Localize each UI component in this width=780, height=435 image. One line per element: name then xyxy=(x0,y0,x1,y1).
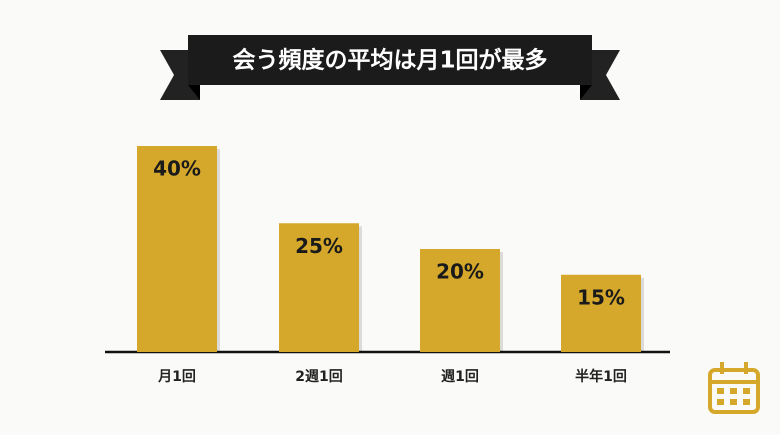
title-banner: 会う頻度の平均は月1回が最多 xyxy=(160,35,620,100)
ribbon-fold-right xyxy=(580,85,592,100)
bar xyxy=(137,146,217,352)
x-tick-label: 月1回 xyxy=(157,369,196,385)
value-label: 40% xyxy=(153,157,201,181)
value-label: 15% xyxy=(577,285,625,309)
x-tick-label: 半年1回 xyxy=(575,368,627,385)
x-tick-label: 週1回 xyxy=(441,369,479,385)
bar xyxy=(561,274,641,352)
ribbon-fold-left xyxy=(188,85,200,100)
bar xyxy=(420,249,500,352)
calendar-icon xyxy=(708,362,760,414)
bar xyxy=(279,223,359,352)
banner xyxy=(188,35,592,85)
chart-title: 会う頻度の平均は月1回が最多 xyxy=(232,47,547,74)
value-label: 20% xyxy=(436,260,484,284)
x-tick-label: 2週1回 xyxy=(295,369,342,385)
value-label: 25% xyxy=(295,234,343,258)
